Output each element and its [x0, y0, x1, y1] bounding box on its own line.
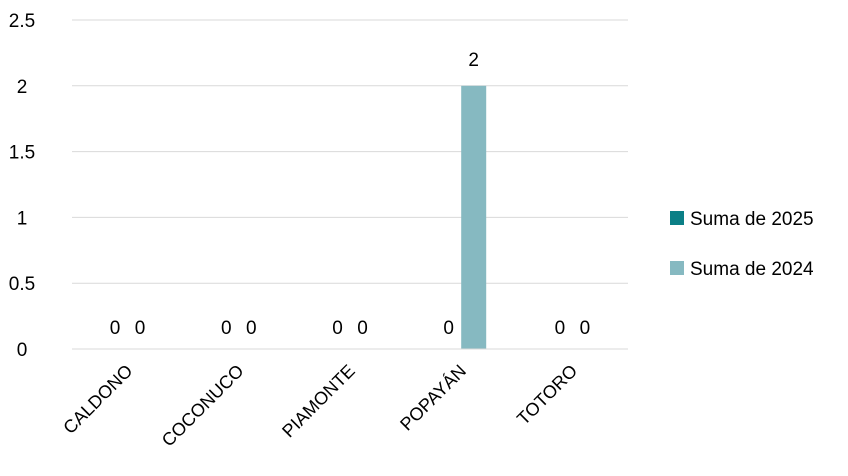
x-category-label: PIAMONTE — [278, 361, 359, 442]
data-labels: 0 0 0 0 0 0 020 0 — [110, 50, 590, 339]
data-label: 0 — [221, 318, 232, 339]
bar-2024-3 — [461, 85, 487, 350]
data-label: 0 — [332, 318, 343, 339]
x-category-label: TOTORO — [513, 361, 581, 429]
y-tick-label: 0 — [17, 340, 28, 361]
data-label: 2 — [468, 50, 479, 71]
y-tick-label: 2 — [17, 77, 28, 98]
y-tick-label: 0.5 — [9, 274, 35, 295]
data-label: 0 — [135, 318, 146, 339]
x-category-label: CALDONO — [59, 361, 136, 438]
y-axis-ticks: 0 0.5 1 1.5 2 2.5 — [9, 11, 35, 361]
x-category-label: POPAYÁN — [396, 361, 470, 435]
legend-swatch — [670, 261, 684, 275]
data-label: 0 — [246, 318, 257, 339]
data-label: 0 — [110, 318, 121, 339]
y-tick-label: 1.5 — [9, 143, 35, 164]
data-label: 0 — [580, 318, 591, 339]
legend-swatch — [670, 211, 684, 225]
bars — [461, 85, 487, 350]
gridlines — [72, 19, 628, 284]
y-tick-label: 2.5 — [9, 11, 35, 32]
data-label: 0 — [357, 318, 368, 339]
y-tick-label: 1 — [17, 208, 28, 229]
legend-label: Suma de 2024 — [690, 259, 814, 280]
x-category-label: COCONUCO — [158, 361, 248, 451]
legend: Suma de 2025 Suma de 2024 — [670, 209, 814, 280]
legend-label: Suma de 2025 — [690, 209, 814, 230]
data-label: 0 — [555, 318, 566, 339]
data-label: 0 — [443, 318, 454, 339]
category-labels: CALDONO COCONUCO PIAMONTE POPAYÁN TOTORO — [59, 361, 581, 451]
